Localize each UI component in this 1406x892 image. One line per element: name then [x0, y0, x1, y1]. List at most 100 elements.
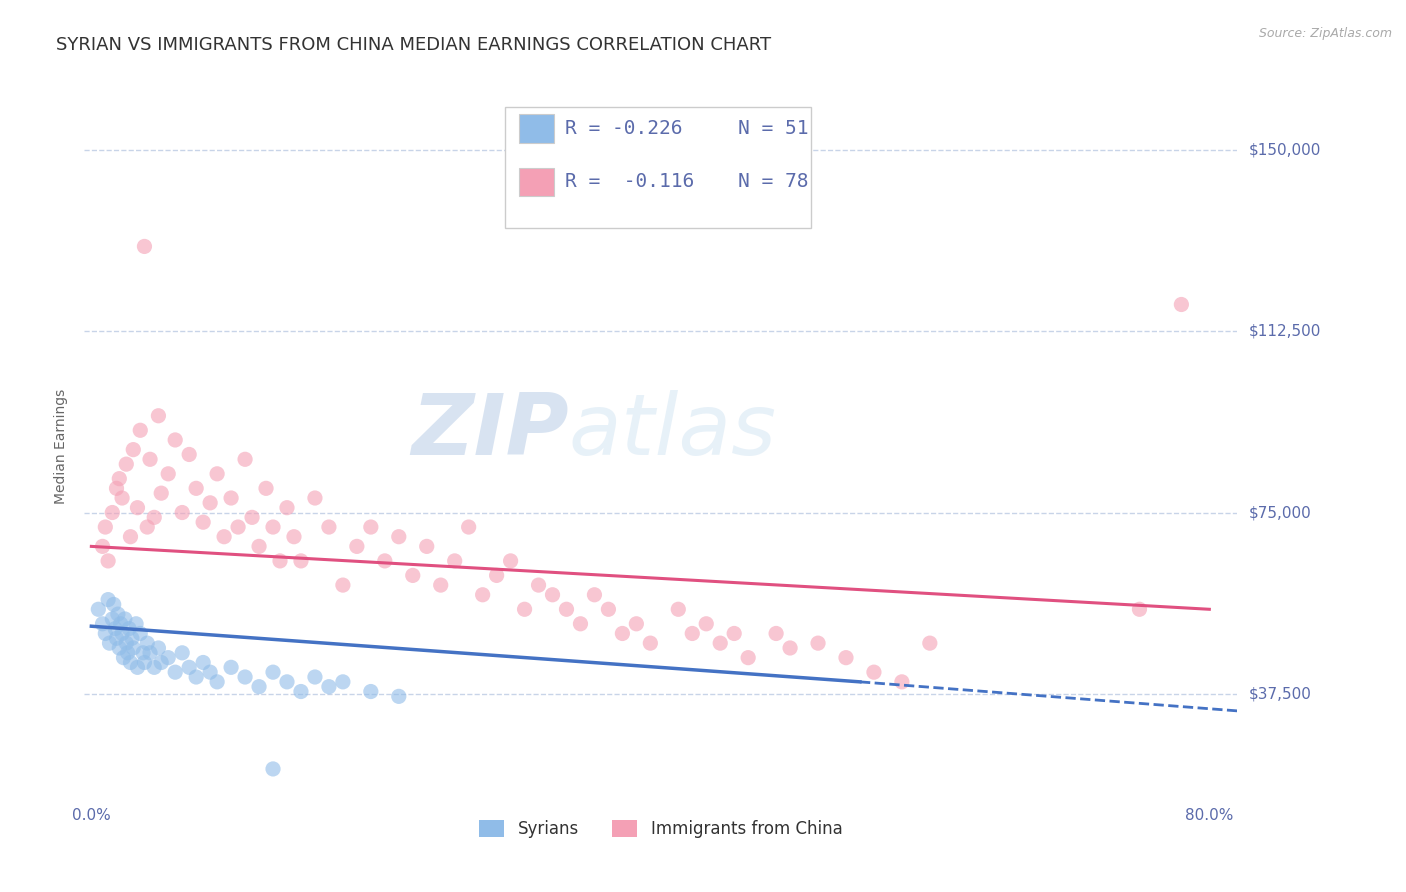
Point [863, 665, 886, 680]
Point [179, 660, 201, 674]
Point [120, 656, 142, 670]
Point [666, 602, 689, 616]
Point [120, 530, 142, 544]
Point [179, 447, 201, 461]
Point [205, 467, 228, 481]
Point [360, 520, 382, 534]
Point [283, 530, 305, 544]
Point [513, 602, 536, 616]
Point [290, 684, 312, 698]
Point [150, 486, 173, 500]
Point [101, 612, 124, 626]
Point [111, 626, 134, 640]
Point [117, 646, 139, 660]
Point [101, 506, 124, 520]
Text: N = 51: N = 51 [738, 119, 808, 138]
Point [111, 491, 134, 505]
Point [107, 607, 129, 621]
Point [134, 656, 156, 670]
Point [219, 491, 242, 505]
Point [527, 578, 550, 592]
Text: $37,500: $37,500 [1249, 687, 1312, 701]
Point [136, 520, 159, 534]
FancyBboxPatch shape [519, 168, 554, 196]
Point [115, 636, 138, 650]
Point [709, 636, 731, 650]
Point [555, 602, 578, 616]
Point [122, 442, 145, 457]
Point [290, 554, 312, 568]
Point [191, 656, 214, 670]
Point [150, 656, 173, 670]
Point [807, 636, 830, 650]
Point [165, 665, 187, 680]
Point [443, 554, 465, 568]
Point [541, 588, 564, 602]
Point [186, 481, 208, 495]
Y-axis label: Median Earnings: Median Earnings [55, 388, 69, 504]
Text: ZIP: ZIP [411, 390, 568, 474]
Point [765, 626, 787, 640]
Point [172, 506, 194, 520]
Point [835, 650, 858, 665]
Point [416, 540, 439, 554]
Point [98, 636, 121, 650]
Point [108, 472, 131, 486]
Point [695, 616, 717, 631]
Point [105, 632, 128, 646]
Point [346, 540, 368, 554]
Point [233, 452, 256, 467]
Point [186, 670, 208, 684]
Point [129, 626, 152, 640]
Legend: Syrians, Immigrants from China: Syrians, Immigrants from China [472, 813, 849, 845]
Point [139, 452, 162, 467]
Point [890, 674, 912, 689]
Point [640, 636, 662, 650]
Point [94, 626, 117, 640]
Point [304, 491, 326, 505]
Point [191, 515, 214, 529]
Point [374, 554, 396, 568]
Point [148, 409, 170, 423]
Point [108, 640, 131, 655]
Point [127, 660, 149, 674]
Point [157, 650, 180, 665]
Point [136, 636, 159, 650]
Point [219, 660, 242, 674]
Text: $75,000: $75,000 [1249, 505, 1312, 520]
Point [121, 632, 143, 646]
Point [87, 602, 110, 616]
Point [139, 646, 162, 660]
Point [103, 598, 125, 612]
Text: atlas: atlas [568, 390, 776, 474]
Point [105, 481, 128, 495]
Point [276, 500, 298, 515]
Point [125, 616, 148, 631]
Point [240, 510, 263, 524]
Point [388, 690, 411, 704]
Point [1170, 297, 1192, 311]
Text: SYRIAN VS IMMIGRANTS FROM CHINA MEDIAN EARNINGS CORRELATION CHART: SYRIAN VS IMMIGRANTS FROM CHINA MEDIAN E… [56, 36, 772, 54]
Text: R =  -0.116: R = -0.116 [565, 172, 695, 192]
Point [143, 660, 166, 674]
Point [402, 568, 425, 582]
Point [118, 622, 141, 636]
Point [569, 616, 592, 631]
Point [254, 481, 277, 495]
Point [262, 520, 284, 534]
Text: $112,500: $112,500 [1249, 324, 1320, 339]
Point [276, 674, 298, 689]
Point [318, 520, 340, 534]
Point [681, 626, 703, 640]
Point [205, 674, 228, 689]
Point [198, 665, 221, 680]
Point [612, 626, 634, 640]
Point [598, 602, 620, 616]
Point [97, 554, 120, 568]
Point [779, 640, 801, 655]
Point [332, 578, 354, 592]
Point [318, 680, 340, 694]
Point [269, 554, 291, 568]
Point [262, 762, 284, 776]
Point [583, 588, 606, 602]
